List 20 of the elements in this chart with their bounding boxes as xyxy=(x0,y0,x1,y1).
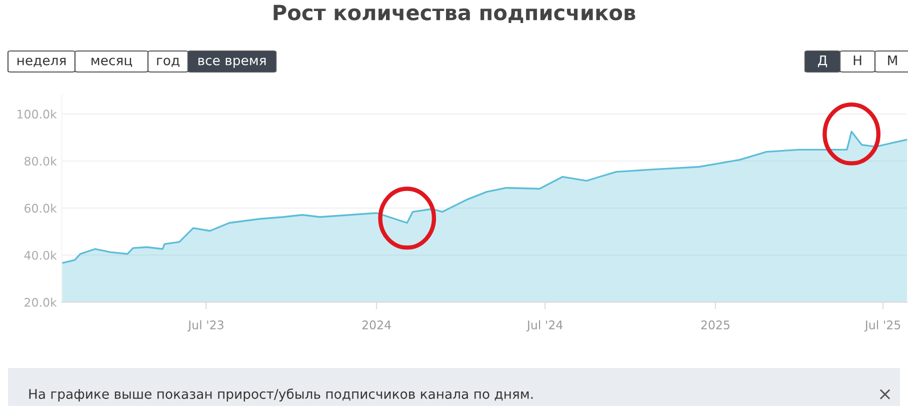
y-tick-label: 60.0k xyxy=(24,204,57,213)
x-tick-label: 2024 xyxy=(362,320,391,330)
y-tick-label: 100.0k xyxy=(18,109,57,119)
text: месяц xyxy=(92,58,132,67)
x-tick-label: Jul '24 xyxy=(526,320,563,332)
text: неделя xyxy=(18,58,66,67)
y-tick-label: 80.0k xyxy=(24,156,57,166)
text: все время xyxy=(198,58,266,68)
x-tick-label: Jul '23 xyxy=(187,320,224,332)
text: × xyxy=(880,389,890,400)
x-tick-label: 2025 xyxy=(701,320,730,330)
text: Н xyxy=(854,56,862,66)
y-tick-label: 20.0k xyxy=(24,298,57,307)
text: год xyxy=(157,58,180,67)
y-tick-label: 40.0k xyxy=(24,250,57,260)
x-tick-label: Jul '25 xyxy=(864,320,900,332)
text: М xyxy=(888,56,897,66)
text: Д xyxy=(818,56,828,68)
text: На графике выше показан прирост/убыль подписчиков канала по дням. xyxy=(29,388,533,402)
chart-title: Рост количества подписчиков xyxy=(274,4,636,23)
